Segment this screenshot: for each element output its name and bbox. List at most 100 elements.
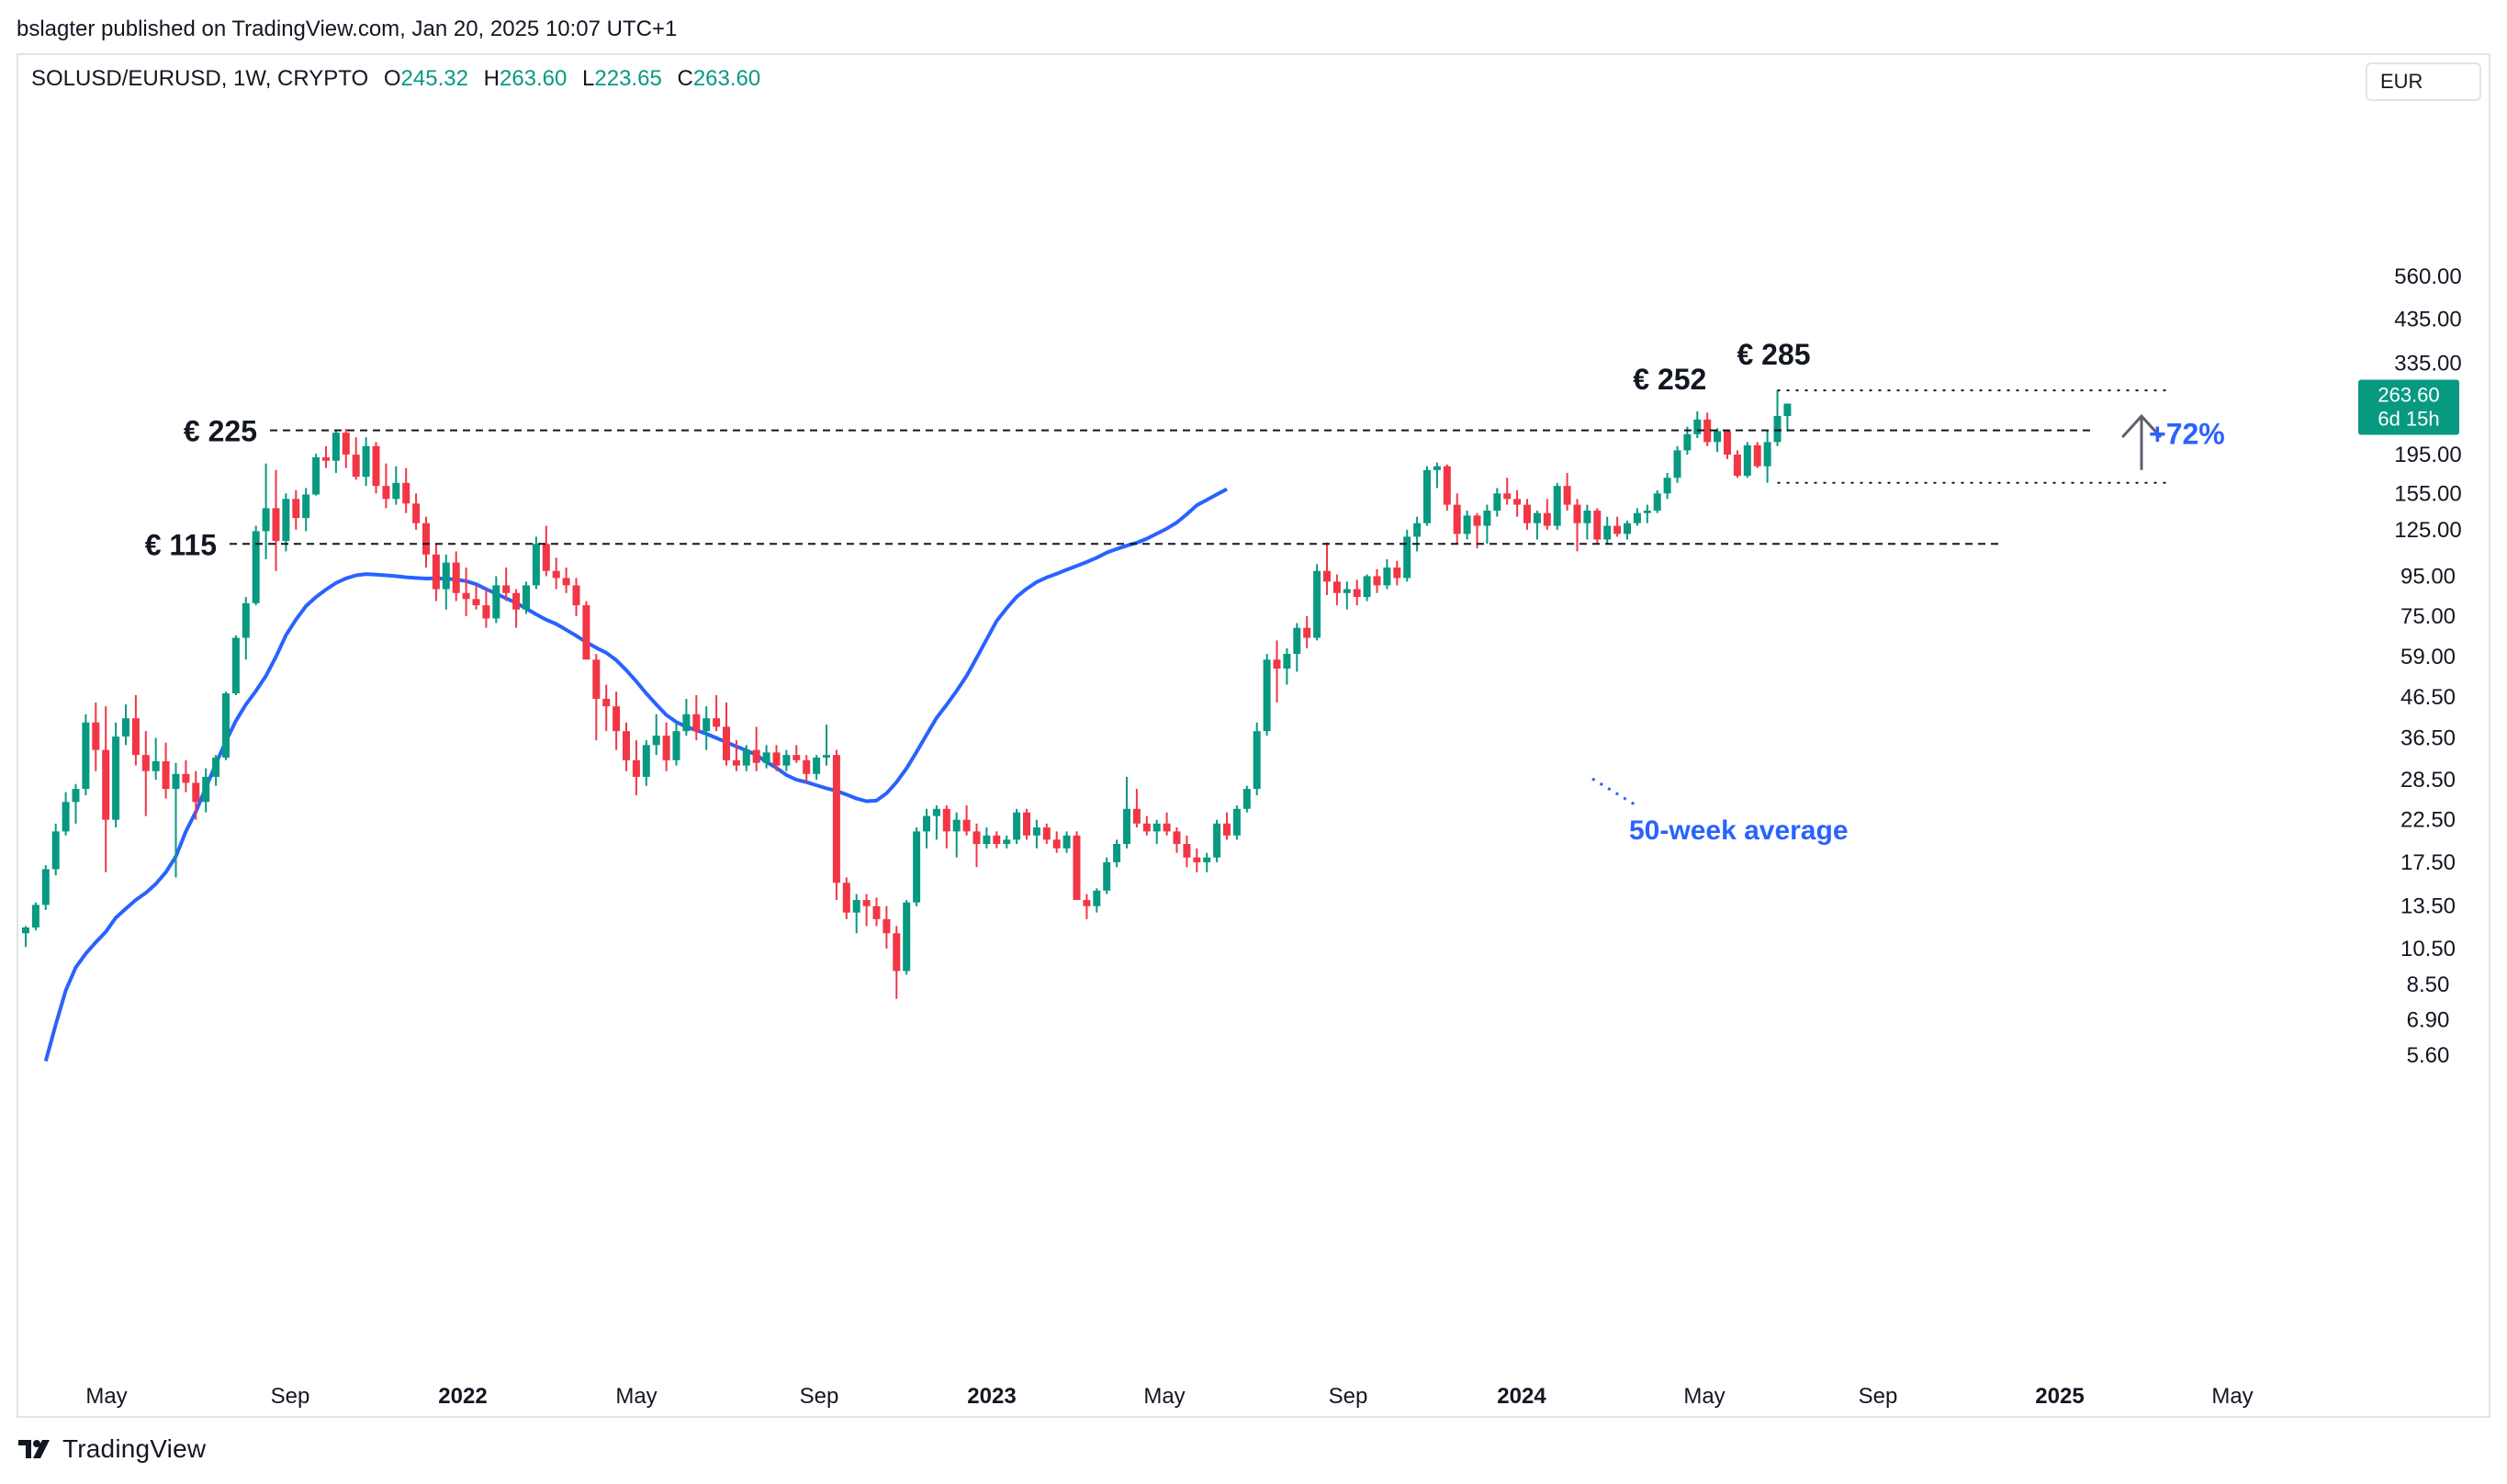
- candle-body: [893, 933, 901, 972]
- candle: [41, 865, 50, 910]
- candle: [632, 740, 640, 796]
- candle-body: [392, 482, 400, 500]
- x-tick-label: Sep: [800, 1384, 839, 1409]
- candle: [332, 429, 340, 473]
- candle: [1232, 804, 1241, 840]
- candle: [1683, 426, 1692, 455]
- candle: [192, 770, 200, 820]
- candle: [362, 437, 370, 487]
- candle-body: [402, 482, 410, 504]
- candle: [542, 525, 550, 577]
- tradingview-logo[interactable]: TradingView: [18, 1434, 206, 1464]
- candle: [1643, 504, 1651, 523]
- candle-body: [1003, 839, 1011, 845]
- candle-body: [1093, 890, 1101, 906]
- candle: [1073, 831, 1081, 901]
- candle-body: [1193, 857, 1201, 862]
- candle-body: [1573, 504, 1581, 523]
- legend-open-label: O: [383, 66, 401, 91]
- ma-50-week-line: [43, 487, 1228, 1062]
- candle-body: [1523, 504, 1531, 523]
- candle: [782, 749, 791, 771]
- candle: [222, 691, 230, 760]
- candle: [1673, 445, 1681, 483]
- candle-body: [122, 718, 129, 737]
- candle: [1703, 412, 1712, 446]
- y-tick-label: 6.90: [2407, 1007, 2450, 1032]
- candle: [832, 749, 840, 901]
- candle-body: [1613, 525, 1622, 534]
- candle: [662, 722, 670, 771]
- candle: [1062, 831, 1071, 853]
- candle: [1253, 722, 1261, 796]
- candle-body: [542, 544, 550, 571]
- candle: [1293, 623, 1301, 672]
- current-price-value: 263.60: [2378, 384, 2439, 407]
- candle: [1013, 808, 1021, 845]
- resistance-level-label: € 225: [184, 415, 257, 448]
- candle: [472, 585, 480, 610]
- candle-body: [442, 562, 450, 590]
- candle: [1624, 520, 1631, 540]
- candle-body: [1503, 493, 1512, 500]
- candle-body: [1603, 525, 1612, 540]
- candle: [1213, 819, 1221, 862]
- candle-body: [322, 456, 330, 461]
- candle: [231, 635, 240, 696]
- candle-body: [1173, 831, 1181, 845]
- candle: [1503, 478, 1512, 505]
- y-tick-label: 435.00: [2394, 307, 2461, 332]
- candle-body: [1624, 523, 1631, 534]
- peak-label-285: € 285: [1737, 338, 1810, 371]
- candle-body: [962, 819, 971, 832]
- candle-body: [713, 718, 721, 727]
- candle: [1714, 428, 1722, 453]
- candle-body: [1343, 589, 1351, 593]
- candle-body: [832, 755, 840, 883]
- candle-body: [632, 759, 640, 777]
- candle: [1283, 648, 1291, 685]
- candle-body: [652, 736, 660, 746]
- candle-body: [1403, 536, 1411, 579]
- candle-body: [412, 503, 421, 523]
- candle-body: [1583, 511, 1591, 523]
- candle-body: [242, 602, 250, 638]
- candle-body: [312, 456, 320, 495]
- legend-open-value: 245.32: [400, 66, 468, 91]
- candle-body: [752, 749, 760, 763]
- candle-body: [1013, 812, 1021, 840]
- candle: [1052, 831, 1061, 853]
- candle-body: [1152, 823, 1161, 832]
- candle-body: [1693, 419, 1702, 434]
- candle-body: [913, 831, 921, 903]
- candle-body: [1653, 493, 1661, 512]
- candle: [242, 597, 250, 660]
- candle: [1653, 489, 1661, 513]
- candle-body: [1103, 861, 1111, 891]
- candle: [292, 489, 300, 530]
- y-tick-label: 46.50: [2400, 685, 2456, 710]
- candle-body: [1223, 823, 1231, 836]
- x-tick-label: May: [1143, 1384, 1185, 1409]
- candle: [1042, 823, 1051, 845]
- candle-body: [262, 508, 270, 532]
- candle-body: [1423, 469, 1431, 523]
- legend-symbol[interactable]: SOLUSD/EURUSD, 1W, CRYPTO: [31, 66, 369, 91]
- legend-high-label: H: [483, 66, 500, 91]
- candle-body: [1513, 499, 1522, 505]
- candle: [1383, 559, 1391, 590]
- candle-body: [252, 531, 260, 603]
- candle-body: [903, 902, 911, 972]
- tradingview-logo-icon: [18, 1440, 50, 1458]
- gain-percent-label: +72%: [2149, 417, 2225, 450]
- candle: [932, 804, 940, 840]
- candle-body: [562, 578, 570, 586]
- currency-selector[interactable]: EUR: [2366, 62, 2481, 101]
- tradingview-brand: TradingView: [62, 1434, 207, 1463]
- candle: [462, 568, 470, 616]
- candle-body: [762, 752, 770, 763]
- candle-body: [523, 585, 530, 610]
- candle-body: [862, 900, 871, 906]
- x-tick-label: 2025: [2035, 1384, 2084, 1409]
